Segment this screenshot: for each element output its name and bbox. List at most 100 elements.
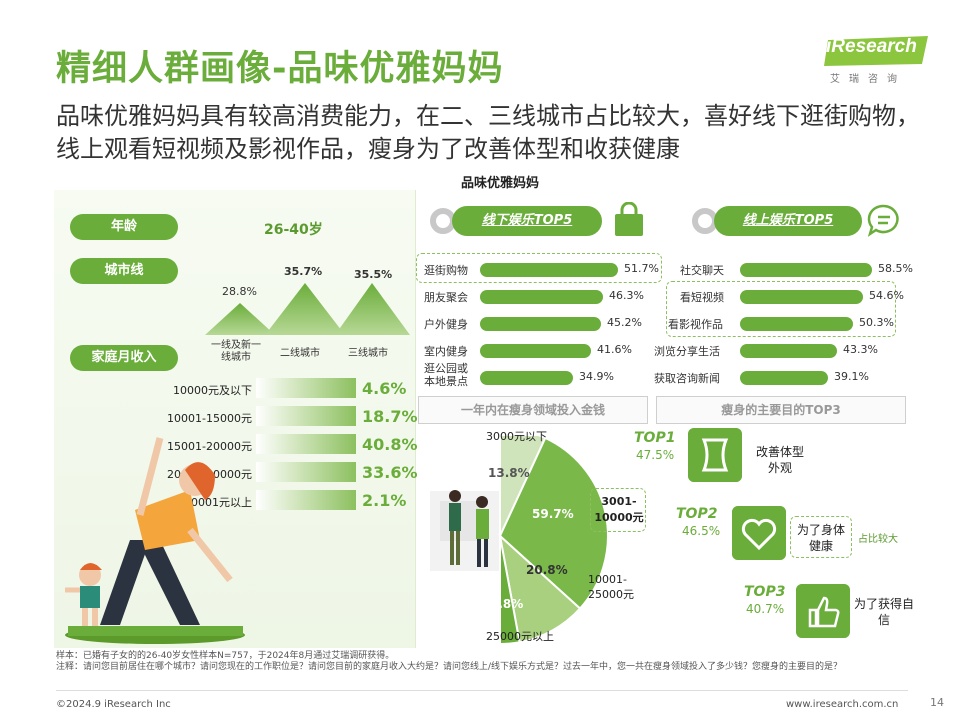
online-pct-1: 58.5%: [878, 262, 913, 275]
pie-pct-4: 5.8%: [490, 597, 524, 611]
mountain-tier3: [335, 283, 410, 335]
purpose-reason-3: 为了获得自信: [854, 597, 915, 627]
city-pct-3: 35.5%: [354, 268, 393, 281]
city-pct-2: 35.7%: [284, 265, 323, 278]
footer-divider: [56, 690, 908, 691]
spending-highlight-box: [590, 488, 646, 532]
pie-label-4: 25000元以上: [486, 630, 554, 643]
purpose-rank-3: TOP3: [744, 584, 786, 600]
page-title: 精细人群画像-品味优雅妈妈: [56, 49, 504, 89]
online-pct-5: 39.1%: [834, 370, 869, 383]
online-label-1: 社交聊天: [680, 264, 724, 277]
city-pct-1: 28.8%: [222, 285, 257, 298]
yoga-mother-illustration: [65, 437, 245, 644]
online-bar-5: [740, 371, 828, 385]
income-bar-3: [256, 434, 356, 454]
income-bar-4: [256, 462, 356, 482]
pie-slice-10001-25000: [498, 533, 582, 644]
age-pill: 年龄: [70, 214, 178, 240]
online-label-3: 看影视作品: [668, 318, 723, 331]
section-title: 品味优雅妈妈: [460, 176, 539, 191]
question-note: 注释：请问您目前居住在哪个城市？请问您现在的工作职位是？请问您目前的家庭月收入大…: [56, 662, 843, 672]
income-label-3: 15001-20000元: [167, 440, 252, 453]
notes: 样本：已婚有子女的的26-40岁女性样本N=757，于2024年8月通过艾瑞调研…: [56, 651, 916, 673]
offline-label-5: 逛公园或本地景点: [424, 362, 468, 388]
pie-label-2: 3001-10000元: [594, 495, 644, 524]
offline-bar-2: [480, 290, 603, 304]
income-pct-5: 2.1%: [362, 491, 407, 510]
logo-text: iResearch: [826, 36, 917, 57]
thumbs-up-icon: [796, 584, 850, 638]
footer-copyright: ©2024.9 iResearch Inc: [56, 699, 171, 710]
city-name-3: 三线城市: [348, 348, 388, 359]
online-label-2: 看短视频: [680, 291, 724, 304]
income-pill: 家庭月收入: [70, 345, 178, 371]
income-pct-1: 4.6%: [362, 379, 407, 398]
offline-label-2: 朋友聚会: [424, 291, 468, 304]
pie-label-1: 3000元以下: [486, 430, 547, 443]
online-label-5: 获取咨询新闻: [654, 372, 720, 385]
income-bar-1: [256, 378, 356, 398]
online-bar-2: [740, 290, 863, 304]
income-bar-2: [256, 406, 356, 426]
offline-bar-4: [480, 344, 591, 358]
mountain-tier2: [265, 283, 345, 335]
offline-label-1: 逛街购物: [424, 264, 468, 277]
online-bar-3: [740, 317, 853, 331]
offline-bar-5: [480, 371, 573, 385]
heart-icon: [732, 506, 786, 560]
purpose-pct-1: 47.5%: [636, 448, 675, 462]
purpose-rank-1: TOP1: [634, 430, 676, 446]
online-bar-4: [740, 344, 837, 358]
online-pct-4: 43.3%: [843, 343, 878, 356]
purpose-reason-1: 改善体型外观: [755, 445, 804, 475]
online-bar-1: [740, 263, 872, 277]
income-label-5: 50001元以上: [184, 496, 252, 509]
chat-bubble-icon: [867, 204, 899, 237]
purpose-pct-2: 46.5%: [682, 524, 721, 538]
online-pct-2: 54.6%: [869, 289, 904, 302]
offline-bar-3: [480, 317, 601, 331]
mountain-tier1: [205, 303, 275, 335]
income-pct-3: 40.8%: [362, 435, 418, 454]
city-pill: 城市线: [70, 258, 178, 284]
offline-label-4: 室内健身: [424, 345, 468, 358]
city-name-2: 二线城市: [280, 348, 320, 359]
income-label-2: 10001-15000元: [167, 412, 252, 425]
offline-pct-1: 51.7%: [624, 262, 659, 275]
city-mountains-chart: [205, 283, 410, 335]
pie-label-3: 10001-25000元: [588, 573, 634, 601]
sample-note: 样本：已婚有子女的的26-40岁女性样本N=757，于2024年8月通过艾瑞调研…: [56, 651, 395, 661]
income-bar-5: [256, 490, 356, 510]
pie-pct-2: 59.7%: [532, 507, 574, 521]
online-label-4: 浏览分享生活: [654, 345, 720, 358]
income-label-1: 10000元及以下: [173, 384, 252, 397]
offline-pct-3: 45.2%: [607, 316, 642, 329]
purpose-reason-2: 为了身体健康: [796, 523, 845, 553]
city-name-1: 一线及新一线城市: [211, 340, 261, 363]
income-pct-2: 18.7%: [362, 407, 418, 426]
page-subtitle: 品味优雅妈妈具有较高消费能力，在二、三线城市占比较大，喜好线下逛街购物，线上观看…: [56, 102, 920, 163]
offline-pct-4: 41.6%: [597, 343, 632, 356]
iresearch-logo: [824, 36, 928, 66]
offline-pct-2: 46.3%: [609, 289, 644, 302]
pie-slice-3001-10000: [498, 436, 609, 610]
purpose-title-box: 瘦身的主要目的TOP3: [656, 396, 906, 424]
offline-pct-5: 34.9%: [579, 370, 614, 383]
footer-url[interactable]: www.iresearch.com.cn: [786, 699, 899, 710]
online-highlight-box: [666, 281, 896, 337]
logo-subtext: 艾瑞咨询: [830, 74, 906, 85]
online-title: 线上娱乐TOP5: [714, 206, 862, 236]
shopping-bag-icon: [615, 202, 643, 236]
offline-highlight-box: [416, 253, 662, 283]
pie-slice-25000-above: [499, 535, 521, 646]
spending-title-box: 一年内在瘦身领域投入金钱: [418, 396, 648, 424]
pie-pct-3: 20.8%: [526, 563, 568, 577]
purpose-rank-2: TOP2: [676, 506, 718, 522]
purpose-annotation: 占比较大: [858, 534, 898, 545]
purpose-pct-3: 40.7%: [746, 602, 785, 616]
age-value: 26-40岁: [264, 222, 323, 238]
pie-pct-1: 13.8%: [488, 466, 530, 480]
purpose-highlight-box: [790, 516, 852, 558]
income-pct-4: 33.6%: [362, 463, 418, 482]
